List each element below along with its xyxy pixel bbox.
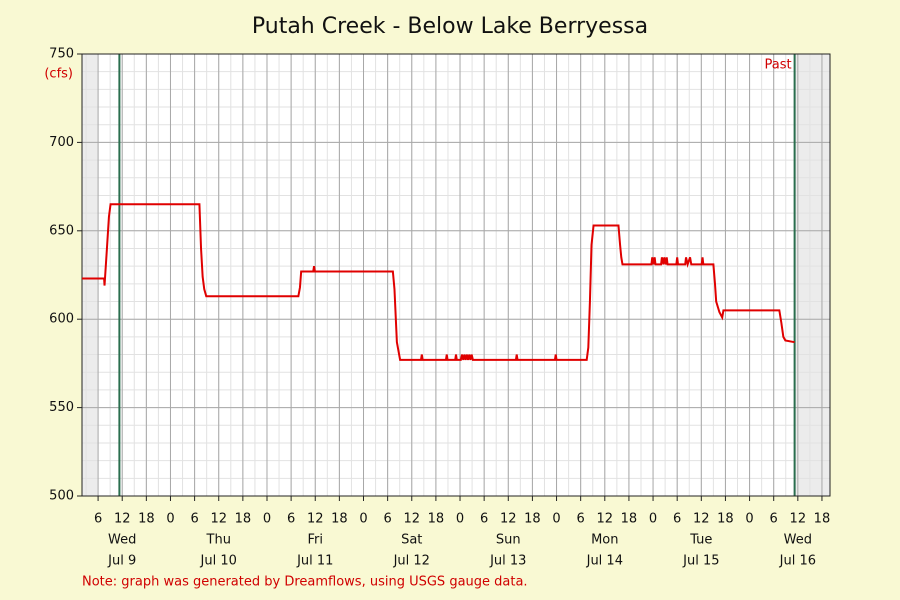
x-tick-label: 12: [597, 512, 614, 527]
x-tick-label: 12: [114, 512, 131, 527]
x-tick-label: 6: [287, 512, 295, 527]
day-label: Fri: [307, 533, 323, 548]
x-tick-label: 18: [331, 512, 348, 527]
x-tick-label: 18: [138, 512, 155, 527]
x-tick-label: 0: [456, 512, 464, 527]
day-label: Wed: [108, 533, 136, 548]
x-tick-label: 6: [480, 512, 488, 527]
x-tick-label: 0: [166, 512, 174, 527]
y-tick-label: 550: [49, 400, 74, 415]
note: Note: graph was generated by Dreamflows,…: [82, 575, 528, 590]
y-tick-label: 650: [49, 223, 74, 238]
x-tick-label: 6: [577, 512, 585, 527]
flow-line: [82, 203, 795, 361]
x-tick-label: 6: [383, 512, 391, 527]
x-tick-label: 0: [552, 512, 560, 527]
y-tick-label: 750: [49, 47, 74, 62]
day-label: Mon: [591, 533, 618, 548]
x-tick-label: 6: [94, 512, 102, 527]
date-label: Jul 9: [107, 554, 136, 569]
x-tick-label: 12: [693, 512, 710, 527]
day-label: Sun: [496, 533, 521, 548]
date-label: Jul 11: [296, 554, 333, 569]
x-tick-label: 0: [263, 512, 271, 527]
x-tick-label: 12: [403, 512, 420, 527]
date-label: Jul 13: [489, 554, 526, 569]
x-tick-label: 0: [649, 512, 657, 527]
date-label: Jul 16: [779, 554, 816, 569]
x-tick-label: 12: [790, 512, 807, 527]
x-tick-label: 6: [190, 512, 198, 527]
x-tick-label: 18: [717, 512, 734, 527]
x-tick-label: 18: [428, 512, 445, 527]
plot-frame: [81, 53, 831, 497]
day-label: Thu: [206, 533, 231, 548]
x-tick-label: 12: [210, 512, 227, 527]
day-label: Sat: [401, 533, 422, 548]
date-label: Jul 14: [586, 554, 623, 569]
date-label: Jul 15: [682, 554, 719, 569]
y-tick-label: 600: [49, 312, 74, 327]
y-tick-label: 500: [49, 489, 74, 504]
day-label: Tue: [689, 533, 712, 548]
past-label: Past: [765, 58, 792, 73]
date-label: Jul 10: [200, 554, 237, 569]
past-shade: [82, 54, 99, 496]
x-tick-label: 18: [621, 512, 638, 527]
x-tick-label: 0: [359, 512, 367, 527]
date-label: Jul 12: [393, 554, 430, 569]
x-tick-label: 18: [235, 512, 252, 527]
x-tick-label: 12: [307, 512, 324, 527]
x-tick-label: 18: [524, 512, 541, 527]
x-tick-label: 12: [500, 512, 517, 527]
past-shade: [794, 54, 830, 496]
x-tick-label: 18: [814, 512, 831, 527]
y-axis-label: (cfs): [44, 67, 73, 82]
x-tick-label: 6: [673, 512, 681, 527]
chart-title: Putah Creek - Below Lake Berryessa: [252, 14, 648, 39]
x-tick-label: 0: [745, 512, 753, 527]
x-tick-label: 6: [770, 512, 778, 527]
y-tick-label: 700: [49, 135, 74, 150]
day-label: Wed: [784, 533, 812, 548]
